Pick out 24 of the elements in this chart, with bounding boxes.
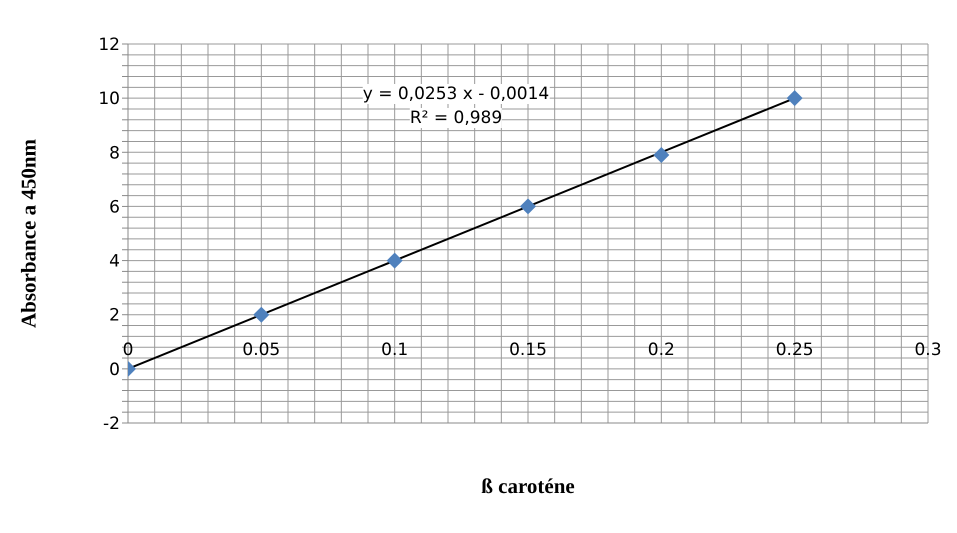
point [653, 146, 670, 163]
x-tick-label: 0.1 [381, 340, 408, 360]
y-tick-label: 6 [109, 197, 120, 218]
y-tick-label: 0 [109, 360, 120, 380]
y-tick-label: 2 [109, 306, 120, 326]
y-tick-label: 8 [109, 143, 120, 164]
annotation: R² = 0,989 [410, 108, 502, 128]
point [520, 198, 536, 214]
point [386, 252, 403, 269]
x-tick-label: 0.25 [776, 340, 814, 360]
x-tick-label: 0 [122, 340, 134, 360]
y-axis-title: Absorbance a 450nm [16, 138, 40, 328]
x-tick-label: 0.15 [509, 340, 547, 360]
point [253, 306, 270, 323]
annotation: y = 0,0253 x - 0,0014 [362, 84, 550, 104]
y-tick-label: 12 [98, 35, 120, 56]
point [786, 90, 803, 106]
x-axis-title: ß caroténe [481, 474, 575, 498]
x-tick-label: 0.05 [242, 340, 280, 360]
x-tick-label: 0.2 [648, 340, 675, 360]
x-tick-label: 0.3 [914, 340, 942, 360]
y-tick-label: 4 [109, 252, 120, 272]
y-tick-label: -2 [103, 414, 120, 434]
y-tick-label: 10 [98, 89, 120, 110]
